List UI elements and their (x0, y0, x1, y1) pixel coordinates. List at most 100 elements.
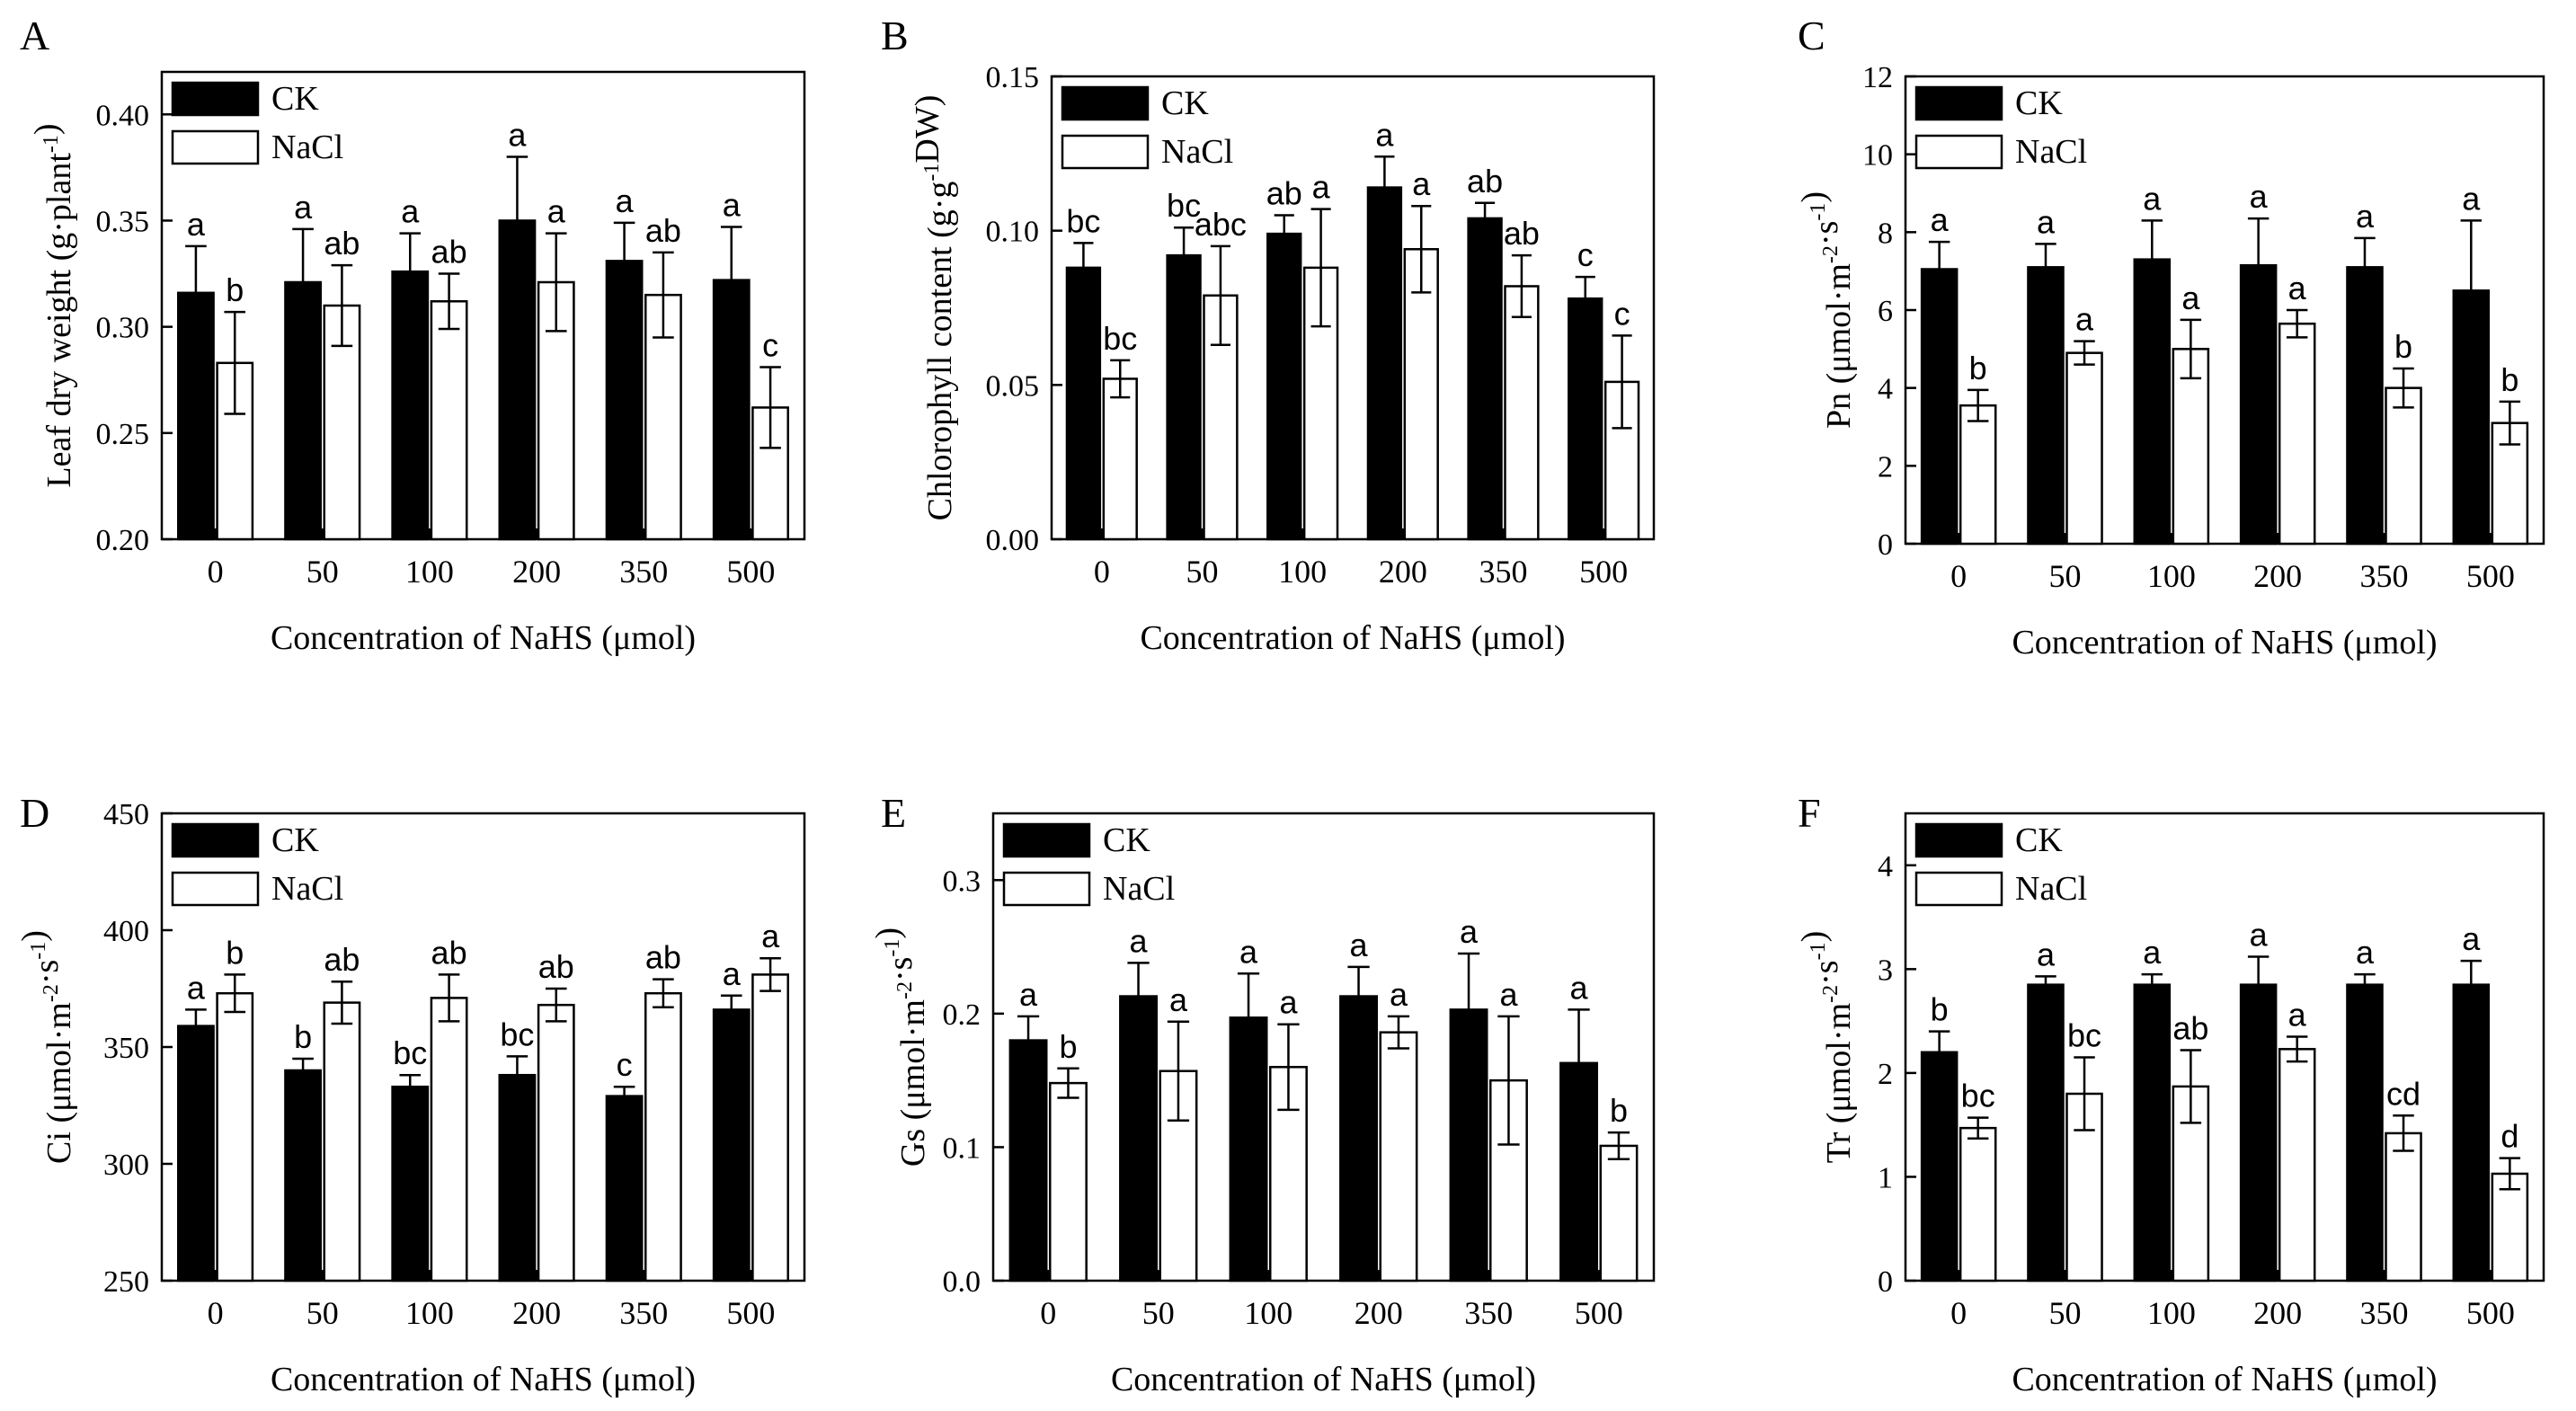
y-tick-label: 0.05 (986, 369, 1040, 403)
x-tick-label: 350 (1464, 1295, 1513, 1331)
legend-label: NaCl (2015, 133, 2087, 171)
x-tick-label: 0 (208, 554, 224, 590)
error-bar (1387, 1015, 1410, 1050)
y-tick-label: 12 (1862, 61, 1893, 94)
bar-ck (1065, 266, 1102, 541)
significance-letter: a (2143, 180, 2162, 217)
error-bar (613, 1085, 635, 1107)
significance-letter: a (2037, 936, 2056, 972)
error-bar (1497, 1015, 1520, 1146)
significance-letter: ab (1467, 163, 1503, 200)
x-tick-label: 50 (306, 554, 339, 590)
significance-letter: a (547, 193, 566, 230)
y-axis-label: Ci (μmol·m-2·s-1) (15, 930, 78, 1164)
significance-letter: a (508, 117, 527, 154)
error-bar (1174, 226, 1195, 285)
legend-swatch-nacl (1914, 134, 2003, 170)
significance-letter: ab (645, 939, 681, 976)
significance-letter: cd (2386, 1075, 2421, 1112)
significance-letter: ab (538, 948, 574, 985)
x-tick-label: 200 (1379, 554, 1427, 590)
significance-letter: a (1019, 976, 1038, 1013)
bar-ck (2239, 983, 2278, 1282)
significance-letter: a (723, 955, 742, 992)
x-axis-label: Concentration of NaHS (μmol) (1111, 1361, 1536, 1398)
error-bar (2354, 972, 2376, 997)
significance-letter: a (1239, 933, 1258, 970)
x-axis-label: Concentration of NaHS (μmol) (271, 619, 696, 657)
y-tick-label: 4 (1878, 373, 1893, 406)
y-tick-label: 0.30 (96, 312, 150, 345)
x-tick-label: 200 (1355, 1295, 1403, 1331)
x-tick-label: 350 (2360, 558, 2409, 594)
bar-nacl (1959, 404, 1997, 546)
x-tick-label: 500 (726, 554, 775, 590)
significance-letter: a (2288, 270, 2307, 306)
bar-ck (1339, 995, 1378, 1282)
error-bar (1210, 244, 1230, 346)
x-tick-label: 100 (405, 554, 454, 590)
significance-letter: a (187, 969, 206, 1006)
error-bar (1110, 359, 1131, 399)
error-bar (2180, 1049, 2202, 1124)
bar-ck (2452, 983, 2491, 1282)
panel-letter: A (20, 13, 49, 58)
significance-letter: a (1931, 201, 1950, 238)
error-bar (1310, 208, 1331, 328)
bar-nacl (2065, 351, 2103, 546)
error-bar (653, 978, 674, 1009)
bar-ck (2133, 983, 2172, 1282)
y-tick-label: 3 (1878, 954, 1893, 987)
significance-letter: a (1375, 116, 1394, 153)
plot-frame (991, 812, 1656, 1282)
x-tick-label: 0 (1950, 1295, 1967, 1331)
y-tick-label: 0.2 (943, 998, 982, 1032)
error-bar (438, 272, 460, 331)
bar-ck (1568, 297, 1603, 541)
x-tick-label: 0 (1950, 558, 1967, 594)
x-tick-label: 50 (2049, 1295, 2082, 1331)
legend-swatch-nacl (1061, 134, 1150, 170)
panel-letter: D (20, 790, 49, 836)
plot-frame (1050, 75, 1656, 541)
significance-letter: bc (1103, 320, 1137, 357)
y-axis-label: Tr (μmol·m-2·s-1) (1795, 931, 1858, 1164)
significance-letter: ab (2172, 1009, 2208, 1046)
significance-letter: a (1169, 981, 1188, 1018)
y-tick-label: 8 (1878, 217, 1893, 250)
error-bar (720, 226, 742, 334)
significance-letter: a (761, 918, 780, 954)
bar-nacl (430, 997, 468, 1282)
error-bar (331, 263, 353, 348)
bar-nacl (751, 973, 789, 1282)
x-tick-label: 0 (1094, 554, 1110, 590)
error-bar (506, 1055, 529, 1096)
x-tick-label: 500 (1575, 1295, 1623, 1331)
significance-letter: a (1312, 169, 1331, 206)
error-bar (1612, 334, 1632, 430)
x-tick-label: 100 (2147, 1295, 2196, 1331)
bar-ck (498, 1073, 537, 1282)
significance-letter: a (2143, 934, 2162, 971)
error-bar (1457, 952, 1480, 1068)
legend-swatch-nacl (1914, 871, 2003, 907)
significance-letter: a (2356, 934, 2375, 971)
bar-nacl (2385, 1131, 2422, 1282)
significance-letter: a (2075, 301, 2094, 338)
error-bar (292, 227, 314, 337)
bar-ck (1467, 217, 1503, 541)
error-bar (2460, 219, 2483, 362)
significance-letter: ab (1266, 175, 1302, 212)
legend-label: CK (2015, 84, 2063, 122)
significance-letter: bc (1066, 202, 1100, 239)
legend-swatch-ck (1061, 85, 1150, 121)
bar-nacl (1504, 285, 1540, 541)
x-tick-label: 0 (208, 1295, 224, 1331)
error-bar (2354, 236, 2376, 298)
x-tick-label: 0 (1040, 1295, 1056, 1331)
y-axis-label: Gs (μmol·m-2·s-1) (869, 927, 932, 1167)
x-tick-label: 50 (1142, 1295, 1175, 1331)
y-tick-label: 4 (1878, 850, 1893, 883)
legend-label: CK (1103, 821, 1150, 859)
error-bar (613, 221, 635, 301)
